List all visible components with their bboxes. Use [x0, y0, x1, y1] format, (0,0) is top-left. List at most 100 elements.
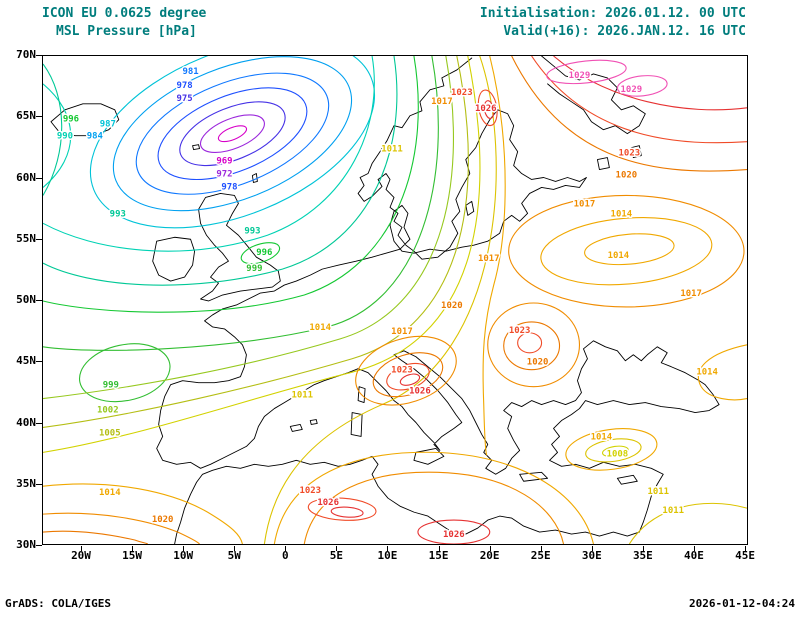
- contour-value-label: 1023: [391, 366, 413, 376]
- contour-1014-russia-inner: [584, 233, 675, 266]
- contour-value-label: 1011: [381, 145, 403, 155]
- contour-990b: [42, 83, 72, 188]
- lon-tick-label: 15E: [428, 549, 449, 562]
- contour-972: [199, 114, 265, 154]
- contour-999-sw-low: [78, 343, 171, 403]
- contour-1017-africa: [303, 471, 565, 545]
- lat-tick-mark: [36, 545, 42, 546]
- contour-1008: [42, 55, 481, 453]
- contour-value-label: 1020: [441, 301, 463, 311]
- contour-1029-a: [546, 59, 627, 85]
- contour-1017-sw: [42, 512, 200, 545]
- contour-1029-b: [616, 75, 668, 97]
- lon-tick-mark: [81, 546, 82, 551]
- lat-tick-label: 60N: [16, 170, 36, 184]
- contour-1017-balkan: [487, 302, 581, 388]
- contour-1014-anatolia: [565, 428, 658, 471]
- lon-tick-label: 45E: [735, 549, 755, 562]
- low-center-contours: [89, 38, 376, 229]
- contour-value-label: 1014: [99, 488, 121, 498]
- contour-981: [135, 72, 330, 195]
- lon-tick-label: 10W: [173, 549, 194, 562]
- map-frame: 981 978 975 996 987 990 984 969 972 978 993 993 996 9…: [42, 38, 748, 545]
- lat-tick-mark: [36, 483, 42, 485]
- lon-tick-mark: [693, 546, 695, 551]
- contour-value-label: 999: [246, 264, 262, 274]
- contour-978: [157, 87, 308, 181]
- contour-value-label: 1014: [611, 209, 633, 219]
- contour-969: [217, 125, 248, 143]
- contour-984: [112, 56, 353, 212]
- contour-value-label: 1011: [662, 506, 684, 516]
- contour-1026-alps: [399, 373, 421, 386]
- contour-value-label: 1020: [616, 171, 638, 181]
- contour-1023-norway: [477, 89, 498, 127]
- contour-1026-morocco: [330, 506, 364, 518]
- pressure-contour-map: 981 978 975 996 987 990 984 969 972 978 993 993 996 9…: [42, 38, 748, 545]
- contour-1005: [42, 55, 469, 429]
- contour-value-label: 993: [244, 226, 260, 236]
- contour-1011-se: [628, 502, 748, 545]
- contour-1023-alps: [386, 362, 430, 391]
- contour-1014-sw: [42, 483, 243, 545]
- contour-value-label: 1023: [299, 486, 321, 496]
- contour-value-label: 999: [103, 381, 119, 391]
- lat-tick-mark: [36, 177, 42, 179]
- lon-tick-mark: [285, 546, 287, 551]
- lat-tick-label: 35N: [16, 476, 36, 490]
- contour-1014-russia-outer: [540, 217, 713, 286]
- contour-value-label: 1017: [391, 327, 413, 337]
- lat-tick-mark: [36, 55, 42, 56]
- contour-value-label: 1029: [569, 71, 591, 81]
- lon-tick-mark: [489, 546, 491, 551]
- contour-value-label: 993: [110, 209, 126, 219]
- initialisation-time: Initialisation: 2026.01.12. 00 UTC: [479, 6, 746, 21]
- contour-1023-balkan: [517, 332, 543, 354]
- contour-value-label: 1017: [574, 199, 596, 209]
- scandinavia-artifact-contours: [477, 89, 498, 127]
- contour-1017-russia-ring: [508, 194, 745, 308]
- coastline-kola-whitesea: [541, 55, 646, 135]
- contour-1011: [263, 55, 497, 545]
- contour-value-label: 1026: [475, 104, 497, 114]
- contour-987: [89, 38, 376, 229]
- lat-tick-mark: [36, 361, 42, 363]
- contour-1026-ne: [553, 55, 748, 111]
- lon-tick-mark: [642, 546, 644, 551]
- contour-value-label: 1017: [680, 289, 702, 299]
- contour-value-label: 1014: [608, 251, 630, 261]
- lon-tick-mark: [745, 546, 747, 551]
- contour-value-label: 1017: [431, 97, 453, 107]
- contour-value-label: 1023: [509, 326, 531, 336]
- valid-time: Valid(+16): 2026.JAN.12. 16 UTC: [503, 24, 746, 39]
- contour-value-label: 1029: [621, 85, 643, 95]
- coastlines: [50, 55, 720, 545]
- lat-tick-label: 40N: [16, 415, 36, 429]
- lon-tick-label: 20W: [71, 549, 91, 562]
- lat-tick-label: 45N: [16, 354, 36, 368]
- contour-1020-alps: [372, 352, 444, 398]
- contour-value-label: 984: [87, 132, 103, 142]
- lon-tick-mark: [183, 546, 185, 551]
- contour-990: [42, 55, 375, 252]
- contour-value-label: 1014: [591, 432, 613, 442]
- contour-value-label: 972: [216, 170, 232, 180]
- contour-993b: [42, 63, 63, 196]
- contour-value-label: 1002: [97, 406, 119, 416]
- coastline-islands: [50, 103, 642, 485]
- lon-tick-label: 30E: [581, 549, 602, 562]
- contour-1008-anatolia: [601, 445, 629, 458]
- contour-975: [179, 101, 286, 167]
- lon-tick-label: 20E: [479, 549, 500, 562]
- contour-value-label: 978: [221, 182, 237, 192]
- contour-1020-balkan: [503, 321, 561, 371]
- lon-tick-mark: [540, 546, 542, 551]
- lon-tick-label: 15W: [122, 549, 143, 562]
- contour-value-label: 975: [177, 94, 193, 104]
- contour-1014-right-edge: [697, 344, 748, 401]
- contour-value-label: 978: [177, 81, 193, 91]
- contour-value-label: 996: [256, 248, 272, 258]
- contour-label-layer: 981 978 975 996 987 990 984 969 972 978 993 993 996 9…: [55, 65, 719, 541]
- contour-993: [42, 55, 398, 286]
